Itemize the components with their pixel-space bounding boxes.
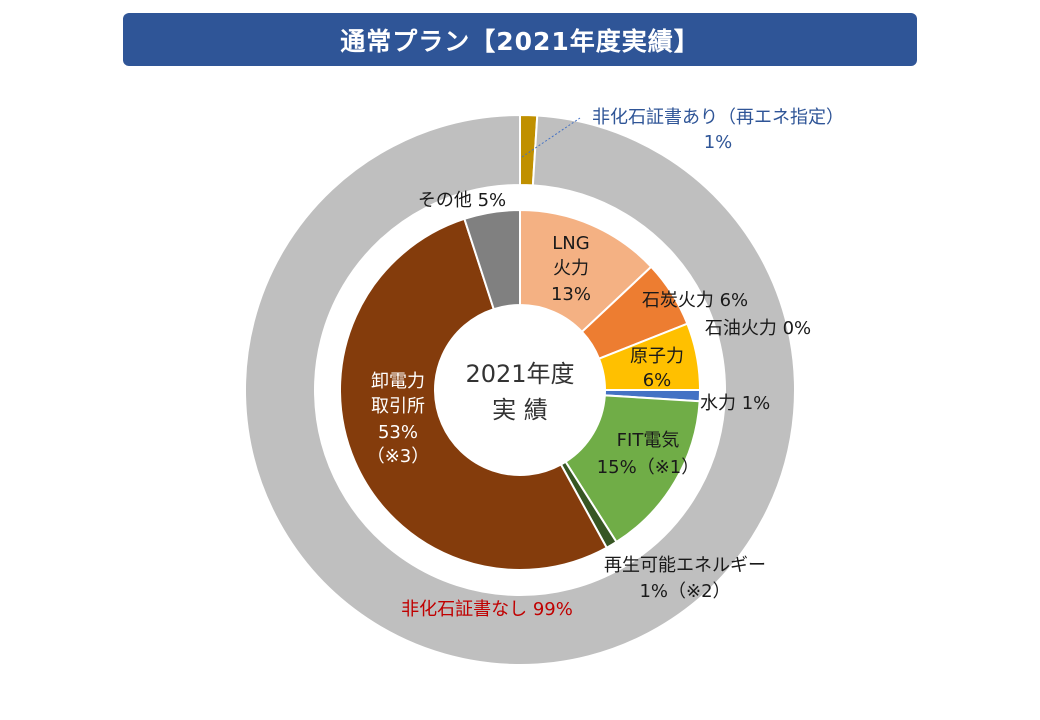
label-lng-name2: 火力 xyxy=(553,258,589,279)
center-label-actual: 実 績 xyxy=(492,396,548,424)
label-nuclear-name: 原子力 xyxy=(630,346,684,367)
label-fit-value: 15%（※1） xyxy=(597,457,700,478)
label-oil: 石油火力 0% xyxy=(705,318,811,339)
label-fit-name: FIT電気 xyxy=(617,430,680,451)
label-jepx-name2: 取引所 xyxy=(371,396,425,417)
label-nuclear-value: 6% xyxy=(643,370,672,391)
label-lng-name1: LNG xyxy=(552,233,589,254)
center-label-year: 2021年度 xyxy=(465,360,574,388)
label-jepx-name1: 卸電力 xyxy=(371,371,425,392)
label-nfc-renewable-name: 非化石証書あり（再エネ指定） xyxy=(592,107,844,128)
outer-ring-slice-no_nfc xyxy=(244,113,796,666)
label-renewable-name: 再生可能エネルギー xyxy=(604,555,766,576)
label-jepx-note: （※3） xyxy=(367,446,430,467)
label-hydro: 水力 1% xyxy=(700,393,770,414)
label-renewable-value: 1%（※2） xyxy=(639,581,730,602)
label-coal: 石炭火力 6% xyxy=(642,290,748,311)
label-lng-value: 13% xyxy=(551,284,591,305)
label-nfc-renewable-value: 1% xyxy=(704,132,733,153)
outer-ring xyxy=(244,113,796,666)
label-other: その他 5% xyxy=(418,190,506,211)
label-no-nfc: 非化石証書なし 99% xyxy=(401,599,573,620)
chart-title: 通常プラン【2021年度実績】 xyxy=(123,13,917,66)
label-jepx-value: 53% xyxy=(378,422,418,443)
donut-hole xyxy=(435,305,605,475)
